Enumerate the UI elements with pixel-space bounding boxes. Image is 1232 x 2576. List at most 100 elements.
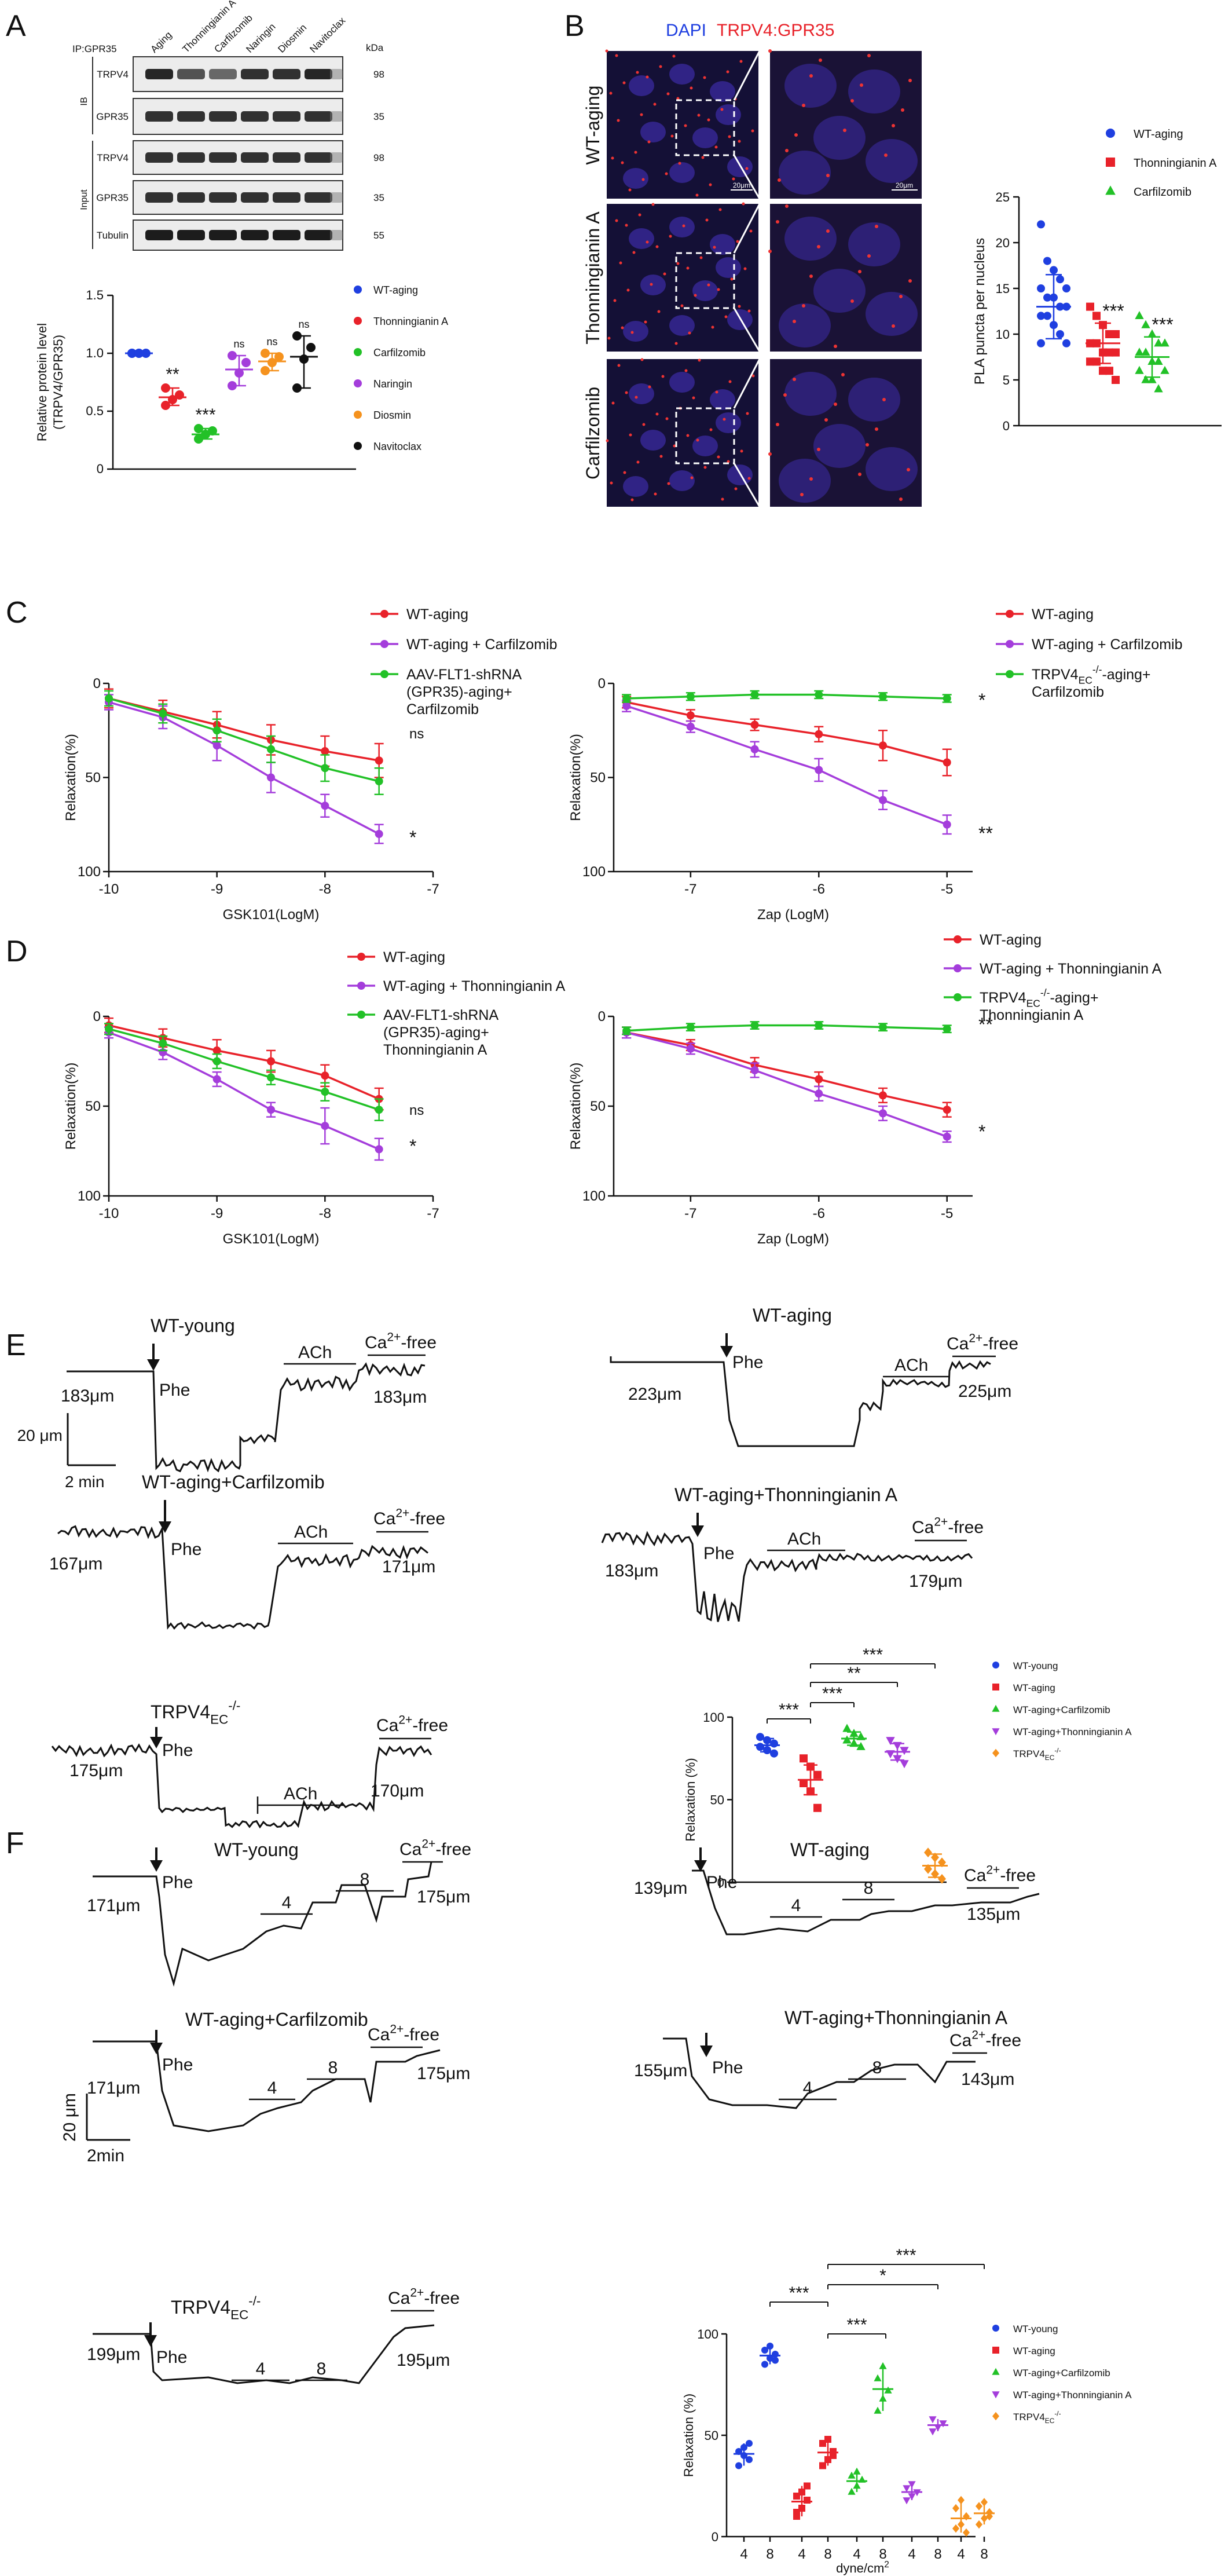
pla-punctum [817,245,820,248]
legend-label: Carfilzomib [1032,684,1104,700]
blot-band [241,230,269,240]
pla-punctum [860,83,863,87]
text-segment: Ca [373,1509,396,1528]
zoom-line [733,155,761,199]
legend-marker [992,1748,999,1758]
legend-marker [1006,610,1014,618]
legend-marker [992,2391,1000,2399]
data-point [735,2448,742,2455]
pla-punctum [783,393,787,397]
text-segment: TRPV4 [980,990,1026,1006]
text-segment: Thonningianin A [383,1042,487,1058]
legend-label: Thonningianin A [373,316,448,327]
y-tick-label: 0 [598,1009,606,1024]
pla-punctum [734,487,738,491]
significance-label: ns [298,319,309,330]
row-label: Carfilzomib [582,387,603,480]
data-point [853,2467,861,2475]
significance-label: *** [822,1684,842,1703]
panel-a: IP:GPR35 Aging Thonningianin ACarfilzomibN… [35,0,448,476]
pla-punctum [724,315,728,319]
legend-marker [992,1662,999,1668]
x-tick-label: 8 [934,2546,941,2562]
pla-punctum [703,76,706,79]
panel-letter-b: B [564,9,585,43]
legend-marker [992,2347,999,2354]
down-arrow-icon [700,2046,713,2057]
data-point [824,2436,831,2443]
data-point [746,2440,753,2447]
pla-punctum [697,114,701,117]
pla-punctum [834,402,837,406]
blot-name: TRPV4 [97,152,129,163]
nucleus [813,116,866,160]
pla-punctum [690,86,693,90]
ip-label: IP:GPR35 [72,43,117,54]
pla-punctum [701,156,705,159]
data-point [856,1732,866,1740]
phe-label: Phe [712,2058,743,2077]
data-point [1160,365,1169,374]
data-point [938,1874,946,1884]
phe-label: Phe [171,1540,201,1559]
text-segment: 2+ [398,1713,412,1726]
pla-punctum [682,224,685,228]
data-point [815,1075,823,1084]
legend-label: AAV-FLT1-shRNA [406,667,522,683]
text-segment: WT-aging [406,606,468,623]
panel-letter-e: E [6,1329,26,1362]
pla-punctum [726,70,729,74]
data-point [815,730,823,738]
text-segment: -free [1000,1866,1036,1885]
start-diameter: 199μm [87,2345,140,2364]
end-label: * [978,1121,985,1142]
pla-punctum [696,438,699,442]
series-line [626,693,947,700]
data-point [1135,365,1144,374]
data-point [622,702,631,710]
text-segment: AAV-FLT1-shRNA [383,1007,498,1023]
series-line [626,1024,947,1032]
nucleus [710,81,735,102]
data-point [767,2355,773,2362]
y-axis-label: Relaxation(%) [63,734,79,821]
nucleus [623,321,648,342]
data-point [1105,330,1113,338]
data-point [1147,329,1157,338]
pla-punctum [713,246,716,249]
panel-b: DAPI TRPV4:GPR35 WT-aging Thonningianin A Ca… [582,21,1222,507]
data-point [1056,275,1064,284]
text-segment: -/- [1054,1746,1061,1754]
text-segment: TRPV4 [1013,1748,1045,1759]
phe-label: Phe [162,1873,193,1892]
pla-punctum [745,167,749,170]
pla-punctum [720,108,724,111]
data-point [161,401,170,410]
data-point [134,349,144,358]
pla-punctum [610,481,613,485]
text-segment: 2+ [387,1330,401,1344]
pla-punctum [673,444,676,448]
panel-letters: A B C D E F [6,9,585,1860]
down-arrow-icon [720,1346,733,1357]
data-point [212,1057,221,1066]
pla-punctum [819,58,822,62]
text-segment: WT-young [1013,1660,1058,1671]
ca-label: Ca2+-free [376,1713,448,1735]
text-segment: (GPR35)-aging+ [406,684,512,700]
pla-punctum [695,193,699,197]
text-segment: Ca [964,1866,987,1885]
y-tick-label: 100 [78,1188,101,1204]
ib-label: IB [79,97,89,105]
pla-punctum [751,129,754,133]
pla-punctum [746,412,749,415]
pla-punctum [640,358,644,361]
pla-punctum [717,288,720,291]
row-label: Thonningianin A [582,211,603,345]
legend-marker [357,953,365,961]
data-point [761,2361,768,2368]
legend-label: Carfilzomib [406,701,479,718]
ca-label: Ca2+-free [947,1331,1018,1353]
data-point [893,1741,902,1750]
